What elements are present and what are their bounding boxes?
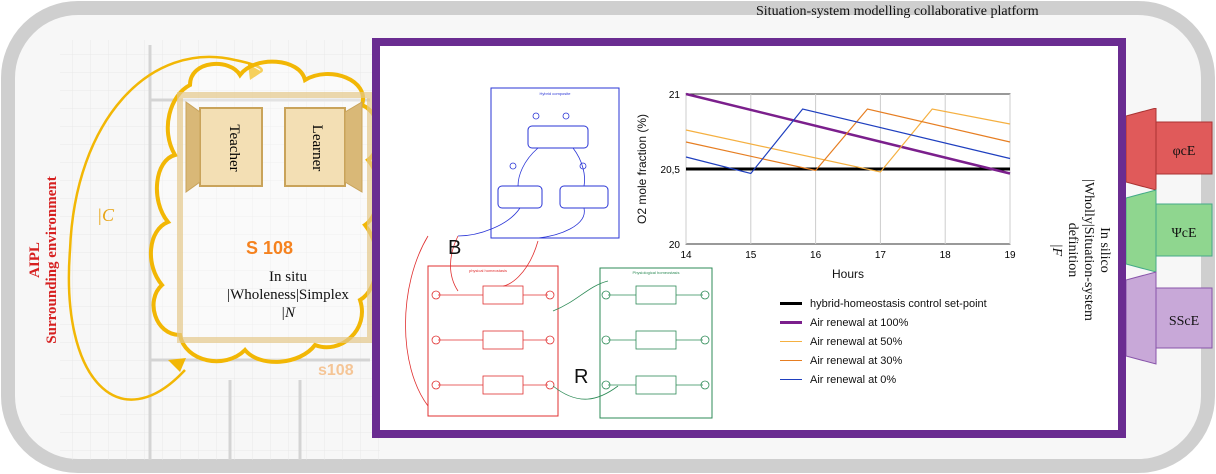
y-tick-label: 20,5 [661, 165, 681, 176]
legend-label: Air renewal at 100% [810, 316, 909, 329]
chart-legend: hybrid-homeostasis control set-point Air … [780, 294, 1040, 389]
environment-tabs [1126, 108, 1213, 365]
platform-title: Situation-system modelling collaborative… [756, 4, 1039, 19]
x-tick-label: 16 [810, 250, 822, 261]
insilico-line-3: definition [1065, 222, 1080, 278]
x-tick-label: 19 [1004, 250, 1016, 261]
y-tick-label: 20 [669, 240, 681, 251]
c-label: |C [97, 205, 114, 225]
legend-swatch [780, 359, 802, 362]
hybrid-composite-title: Hybrid composite [540, 91, 572, 96]
insitu-line-1: In situ [269, 269, 307, 285]
room-label: S 108 [246, 238, 294, 258]
y-tick-label: 21 [669, 90, 681, 101]
x-tick-label: 15 [745, 250, 757, 261]
teacher-label: Teacher [226, 124, 242, 172]
tab-ss[interactable] [1126, 271, 1213, 365]
situation-cloud [67, 55, 380, 401]
balancing-loop-label: B [448, 237, 461, 259]
legend-item: Air renewal at 100% [780, 313, 1040, 332]
x-tick-label: 18 [940, 250, 952, 261]
tab-psi-label: ΨcE [1171, 226, 1197, 241]
o2-line-chart: 14 15 16 17 18 19 20 20,5 21 Hours O2 mole frac… [635, 90, 1016, 281]
legend-label: Air renewal at 30% [810, 354, 903, 367]
legend-item: Air renewal at 50% [780, 332, 1040, 351]
series-line-4 [685, 108, 1011, 175]
legend-swatch [780, 378, 802, 381]
series-line-1 [685, 92, 1011, 175]
reinforcing-loop-label: R [574, 366, 588, 388]
legend-swatch [780, 302, 802, 305]
legend-swatch [780, 321, 802, 324]
legend-item: Air renewal at 0% [780, 370, 1040, 389]
x-axis-label: Hours [832, 267, 864, 281]
legend-item: Air renewal at 30% [780, 351, 1040, 370]
y-axis-label: O2 mole fraction (%) [635, 114, 649, 224]
insitu-label: In situ |Wholeness|Simplex |N [218, 268, 358, 322]
insitu-line-3: |N [280, 305, 296, 321]
series-line-3 [685, 108, 1011, 172]
tab-ss-label: SScE [1168, 314, 1200, 329]
physical-homeostasis-title: physical homeostasis [469, 268, 507, 273]
tab-phi-label: φcE [1172, 144, 1196, 159]
series-line-2 [685, 108, 1011, 173]
room-label-faint: s108 [318, 362, 354, 379]
insitu-line-2: |Wholeness|Simplex [227, 287, 349, 303]
insilico-line-2: |Wholly|Situation-system [1081, 179, 1096, 321]
legend-item: hybrid-homeostasis control set-point [780, 294, 1040, 313]
teacher-desk [185, 101, 263, 193]
legend-label: Air renewal at 0% [810, 373, 897, 386]
legend-label: hybrid-homeostasis control set-point [810, 297, 987, 310]
tab-phi[interactable] [1126, 108, 1213, 191]
learner-desk [284, 101, 363, 193]
legend-swatch [780, 340, 802, 343]
insilico-label: In silico |Wholly|Situation-system defin… [1040, 150, 1120, 350]
physiological-homeostasis-title: Physiological homeostasis [633, 270, 680, 275]
stock-flow-diagram: Hybrid composite physical homeostasis [405, 87, 713, 419]
legend-label: Air renewal at 50% [810, 335, 903, 348]
learner-label: Learner [309, 124, 325, 172]
x-tick-label: 17 [875, 250, 887, 261]
x-tick-label: 14 [680, 250, 692, 261]
insilico-line-1: In silico [1097, 227, 1112, 273]
insilico-line-4: |F [1049, 243, 1064, 257]
